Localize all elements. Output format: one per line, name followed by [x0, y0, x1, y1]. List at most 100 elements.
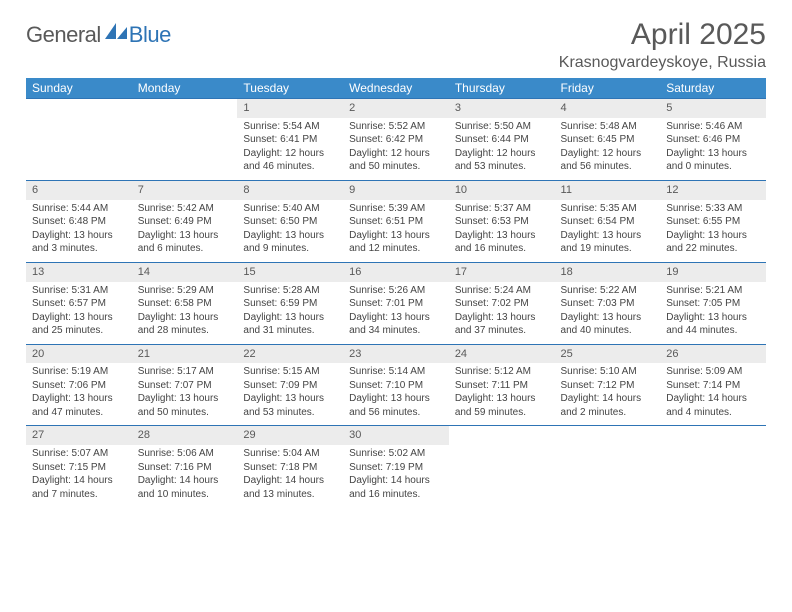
day-number: 17 [449, 262, 555, 282]
day-number: 21 [132, 344, 238, 364]
day-cell: 13Sunrise: 5:31 AMSunset: 6:57 PMDayligh… [26, 262, 132, 344]
day-number: 2 [343, 98, 449, 118]
day-cell [555, 425, 661, 507]
day-cell: 20Sunrise: 5:19 AMSunset: 7:06 PMDayligh… [26, 344, 132, 426]
week-row: 27Sunrise: 5:07 AMSunset: 7:15 PMDayligh… [26, 425, 766, 507]
day-body: Sunrise: 5:50 AMSunset: 6:44 PMDaylight:… [449, 118, 555, 180]
day-cell: 26Sunrise: 5:09 AMSunset: 7:14 PMDayligh… [660, 344, 766, 426]
location: Krasnogvardeyskoye, Russia [559, 54, 766, 72]
day-number: 16 [343, 262, 449, 282]
day-number: 27 [26, 425, 132, 445]
day-number: 10 [449, 180, 555, 200]
day-cell: 11Sunrise: 5:35 AMSunset: 6:54 PMDayligh… [555, 180, 661, 262]
day-number: 1 [237, 98, 343, 118]
day-cell: 8Sunrise: 5:40 AMSunset: 6:50 PMDaylight… [237, 180, 343, 262]
day-cell: 22Sunrise: 5:15 AMSunset: 7:09 PMDayligh… [237, 344, 343, 426]
day-cell: 14Sunrise: 5:29 AMSunset: 6:58 PMDayligh… [132, 262, 238, 344]
day-body: Sunrise: 5:42 AMSunset: 6:49 PMDaylight:… [132, 200, 238, 262]
day-body: Sunrise: 5:07 AMSunset: 7:15 PMDaylight:… [26, 445, 132, 507]
day-cell [132, 98, 238, 180]
day-cell: 5Sunrise: 5:46 AMSunset: 6:46 PMDaylight… [660, 98, 766, 180]
day-number: 28 [132, 425, 238, 445]
day-cell: 27Sunrise: 5:07 AMSunset: 7:15 PMDayligh… [26, 425, 132, 507]
day-body: Sunrise: 5:04 AMSunset: 7:18 PMDaylight:… [237, 445, 343, 507]
day-number: 22 [237, 344, 343, 364]
day-body: Sunrise: 5:19 AMSunset: 7:06 PMDaylight:… [26, 363, 132, 425]
day-cell: 18Sunrise: 5:22 AMSunset: 7:03 PMDayligh… [555, 262, 661, 344]
dow-wed: Wednesday [343, 78, 449, 98]
day-number: 15 [237, 262, 343, 282]
day-cell: 17Sunrise: 5:24 AMSunset: 7:02 PMDayligh… [449, 262, 555, 344]
day-body: Sunrise: 5:48 AMSunset: 6:45 PMDaylight:… [555, 118, 661, 180]
day-body: Sunrise: 5:14 AMSunset: 7:10 PMDaylight:… [343, 363, 449, 425]
day-number: 7 [132, 180, 238, 200]
day-number: 26 [660, 344, 766, 364]
month-title: April 2025 [559, 18, 766, 52]
day-body: Sunrise: 5:17 AMSunset: 7:07 PMDaylight:… [132, 363, 238, 425]
day-body: Sunrise: 5:40 AMSunset: 6:50 PMDaylight:… [237, 200, 343, 262]
day-number: 19 [660, 262, 766, 282]
day-cell: 2Sunrise: 5:52 AMSunset: 6:42 PMDaylight… [343, 98, 449, 180]
week-row: 1Sunrise: 5:54 AMSunset: 6:41 PMDaylight… [26, 98, 766, 180]
day-body: Sunrise: 5:24 AMSunset: 7:02 PMDaylight:… [449, 282, 555, 344]
day-body: Sunrise: 5:28 AMSunset: 6:59 PMDaylight:… [237, 282, 343, 344]
day-number: 20 [26, 344, 132, 364]
day-cell: 10Sunrise: 5:37 AMSunset: 6:53 PMDayligh… [449, 180, 555, 262]
calendar-page: General Blue April 2025 Krasnogvardeysko… [0, 0, 792, 517]
day-number: 24 [449, 344, 555, 364]
header: General Blue April 2025 Krasnogvardeysko… [26, 18, 766, 72]
calendar-table: Sunday Monday Tuesday Wednesday Thursday… [26, 78, 766, 507]
day-body: Sunrise: 5:35 AMSunset: 6:54 PMDaylight:… [555, 200, 661, 262]
day-cell: 29Sunrise: 5:04 AMSunset: 7:18 PMDayligh… [237, 425, 343, 507]
week-row: 6Sunrise: 5:44 AMSunset: 6:48 PMDaylight… [26, 180, 766, 262]
day-number: 5 [660, 98, 766, 118]
day-cell [449, 425, 555, 507]
day-number: 25 [555, 344, 661, 364]
title-block: April 2025 Krasnogvardeyskoye, Russia [559, 18, 766, 72]
day-body: Sunrise: 5:37 AMSunset: 6:53 PMDaylight:… [449, 200, 555, 262]
day-body: Sunrise: 5:33 AMSunset: 6:55 PMDaylight:… [660, 200, 766, 262]
brand-name-a: General [26, 22, 101, 48]
day-cell [660, 425, 766, 507]
day-cell: 16Sunrise: 5:26 AMSunset: 7:01 PMDayligh… [343, 262, 449, 344]
day-body: Sunrise: 5:06 AMSunset: 7:16 PMDaylight:… [132, 445, 238, 507]
day-cell: 3Sunrise: 5:50 AMSunset: 6:44 PMDaylight… [449, 98, 555, 180]
day-body: Sunrise: 5:15 AMSunset: 7:09 PMDaylight:… [237, 363, 343, 425]
brand-name-b: Blue [129, 22, 171, 48]
day-number: 6 [26, 180, 132, 200]
day-cell: 15Sunrise: 5:28 AMSunset: 6:59 PMDayligh… [237, 262, 343, 344]
dow-tue: Tuesday [237, 78, 343, 98]
day-cell: 12Sunrise: 5:33 AMSunset: 6:55 PMDayligh… [660, 180, 766, 262]
dow-thu: Thursday [449, 78, 555, 98]
sail-icon [105, 23, 127, 39]
day-cell: 9Sunrise: 5:39 AMSunset: 6:51 PMDaylight… [343, 180, 449, 262]
day-body: Sunrise: 5:44 AMSunset: 6:48 PMDaylight:… [26, 200, 132, 262]
day-body: Sunrise: 5:09 AMSunset: 7:14 PMDaylight:… [660, 363, 766, 425]
brand-logo: General Blue [26, 22, 171, 48]
day-cell: 25Sunrise: 5:10 AMSunset: 7:12 PMDayligh… [555, 344, 661, 426]
day-number: 13 [26, 262, 132, 282]
day-number: 4 [555, 98, 661, 118]
dow-mon: Monday [132, 78, 238, 98]
day-number: 3 [449, 98, 555, 118]
week-row: 20Sunrise: 5:19 AMSunset: 7:06 PMDayligh… [26, 344, 766, 426]
day-cell: 1Sunrise: 5:54 AMSunset: 6:41 PMDaylight… [237, 98, 343, 180]
day-body: Sunrise: 5:31 AMSunset: 6:57 PMDaylight:… [26, 282, 132, 344]
day-number: 9 [343, 180, 449, 200]
day-body: Sunrise: 5:02 AMSunset: 7:19 PMDaylight:… [343, 445, 449, 507]
day-body: Sunrise: 5:12 AMSunset: 7:11 PMDaylight:… [449, 363, 555, 425]
day-body: Sunrise: 5:10 AMSunset: 7:12 PMDaylight:… [555, 363, 661, 425]
day-body: Sunrise: 5:22 AMSunset: 7:03 PMDaylight:… [555, 282, 661, 344]
day-number: 18 [555, 262, 661, 282]
day-cell [26, 98, 132, 180]
day-body: Sunrise: 5:39 AMSunset: 6:51 PMDaylight:… [343, 200, 449, 262]
day-number: 23 [343, 344, 449, 364]
day-cell: 30Sunrise: 5:02 AMSunset: 7:19 PMDayligh… [343, 425, 449, 507]
dow-sun: Sunday [26, 78, 132, 98]
day-number: 14 [132, 262, 238, 282]
day-cell: 6Sunrise: 5:44 AMSunset: 6:48 PMDaylight… [26, 180, 132, 262]
day-body: Sunrise: 5:29 AMSunset: 6:58 PMDaylight:… [132, 282, 238, 344]
day-cell: 4Sunrise: 5:48 AMSunset: 6:45 PMDaylight… [555, 98, 661, 180]
day-number: 29 [237, 425, 343, 445]
day-number: 12 [660, 180, 766, 200]
